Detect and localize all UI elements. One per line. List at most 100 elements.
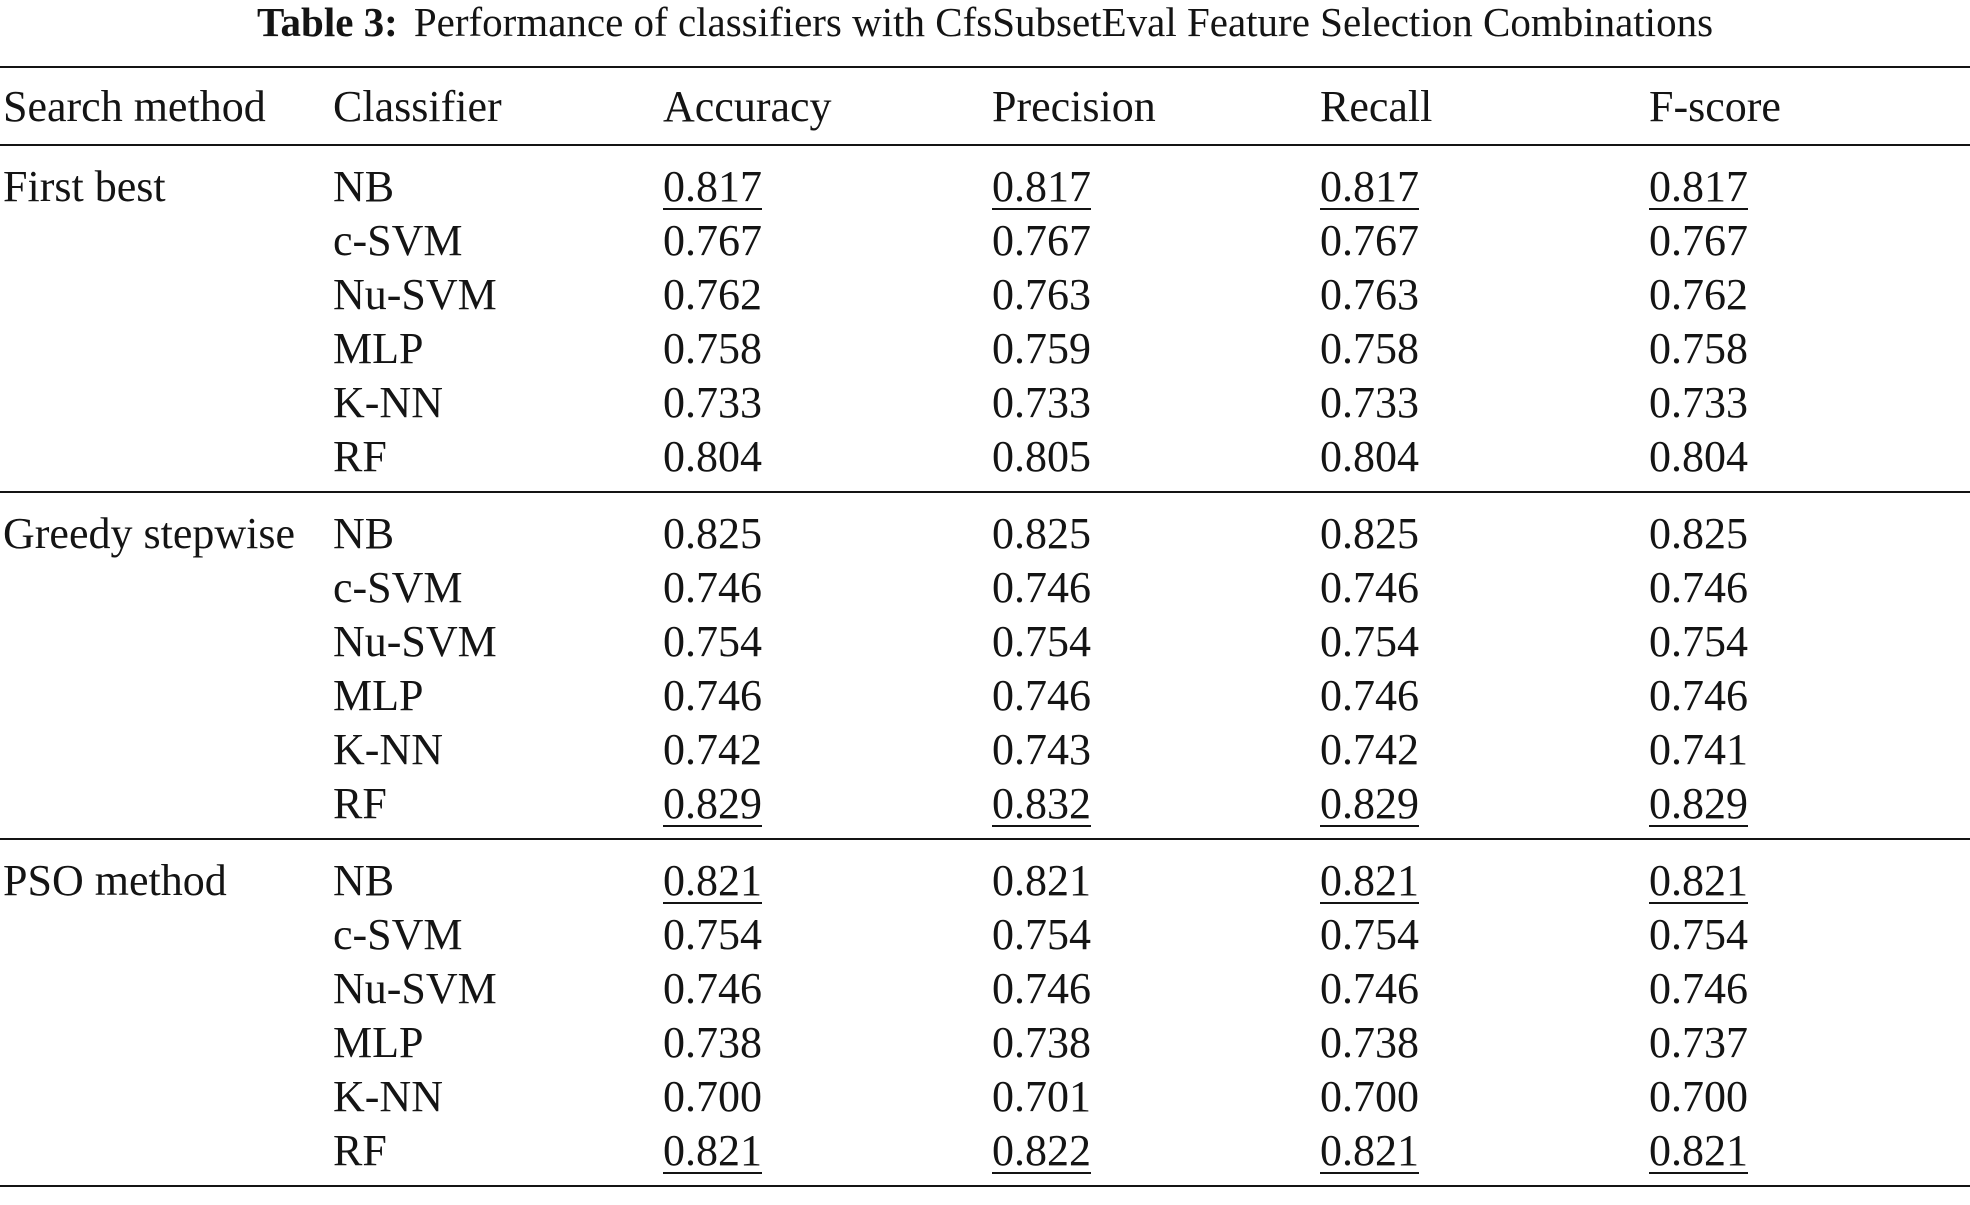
precision-cell: 0.754: [992, 908, 1320, 962]
fscore-value: 0.758: [1649, 324, 1748, 373]
accuracy-value: 0.767: [663, 216, 762, 265]
table-row: Nu-SVM 0.754 0.754 0.754 0.754: [0, 615, 1970, 669]
header-precision: Precision: [992, 81, 1156, 131]
accuracy-cell: 0.825: [663, 492, 992, 561]
recall-value: 0.829: [1320, 779, 1419, 828]
table-row: PSO method NB 0.821 0.821 0.821 0.821: [0, 839, 1970, 908]
recall-cell: 0.821: [1320, 1124, 1649, 1186]
precision-value: 0.817: [992, 162, 1091, 211]
precision-value: 0.767: [992, 216, 1091, 265]
precision-cell: 0.754: [992, 615, 1320, 669]
accuracy-cell: 0.754: [663, 615, 992, 669]
precision-cell: 0.738: [992, 1016, 1320, 1070]
fscore-value: 0.817: [1649, 162, 1748, 211]
table-row: First best NB 0.817 0.817 0.817 0.817: [0, 145, 1970, 214]
table-row: K-NN 0.742 0.743 0.742 0.741: [0, 723, 1970, 777]
recall-value: 0.746: [1320, 563, 1419, 612]
precision-cell: 0.763: [992, 268, 1320, 322]
precision-value: 0.759: [992, 324, 1091, 373]
recall-value: 0.746: [1320, 964, 1419, 1013]
recall-value: 0.733: [1320, 378, 1419, 427]
precision-cell: 0.746: [992, 962, 1320, 1016]
precision-cell: 0.805: [992, 430, 1320, 492]
table-row: c-SVM 0.754 0.754 0.754 0.754: [0, 908, 1970, 962]
recall-cell: 0.742: [1320, 723, 1649, 777]
fscore-cell: 0.700: [1649, 1070, 1970, 1124]
table-row: Nu-SVM 0.746 0.746 0.746 0.746: [0, 962, 1970, 1016]
header-search-method: Search method: [3, 81, 266, 131]
fscore-value: 0.741: [1649, 725, 1748, 774]
recall-value: 0.754: [1320, 617, 1419, 666]
precision-cell: 0.817: [992, 145, 1320, 214]
header-fscore: F-score: [1649, 81, 1781, 131]
precision-cell: 0.759: [992, 322, 1320, 376]
fscore-value: 0.746: [1649, 563, 1748, 612]
header-recall: Recall: [1320, 81, 1433, 131]
table-row: c-SVM 0.767 0.767 0.767 0.767: [0, 214, 1970, 268]
classifier-cell: K-NN: [333, 1072, 443, 1121]
accuracy-value: 0.825: [663, 509, 762, 558]
accuracy-cell: 0.754: [663, 908, 992, 962]
table-row: RF 0.829 0.832 0.829 0.829: [0, 777, 1970, 839]
precision-value: 0.738: [992, 1018, 1091, 1067]
recall-cell: 0.767: [1320, 214, 1649, 268]
accuracy-value: 0.754: [663, 910, 762, 959]
precision-value: 0.746: [992, 964, 1091, 1013]
classifier-cell: MLP: [333, 324, 424, 373]
precision-value: 0.825: [992, 509, 1091, 558]
precision-cell: 0.743: [992, 723, 1320, 777]
recall-cell: 0.746: [1320, 669, 1649, 723]
classifier-cell: c-SVM: [333, 910, 463, 959]
precision-cell: 0.832: [992, 777, 1320, 839]
recall-value: 0.804: [1320, 432, 1419, 481]
fscore-cell: 0.754: [1649, 615, 1970, 669]
recall-value: 0.746: [1320, 671, 1419, 720]
accuracy-value: 0.817: [663, 162, 762, 211]
caption-text: Performance of classifiers with CfsSubse…: [413, 0, 1714, 45]
accuracy-value: 0.758: [663, 324, 762, 373]
accuracy-cell: 0.746: [663, 962, 992, 1016]
fscore-cell: 0.804: [1649, 430, 1970, 492]
fscore-cell: 0.821: [1649, 839, 1970, 908]
accuracy-value: 0.821: [663, 1126, 762, 1175]
accuracy-value: 0.742: [663, 725, 762, 774]
classifier-cell: NB: [333, 856, 395, 905]
recall-value: 0.754: [1320, 910, 1419, 959]
accuracy-cell: 0.762: [663, 268, 992, 322]
precision-value: 0.832: [992, 779, 1091, 828]
recall-cell: 0.817: [1320, 145, 1649, 214]
table-header: Search method Classifier Accuracy Precis…: [0, 67, 1970, 145]
fscore-value: 0.754: [1649, 910, 1748, 959]
fscore-cell: 0.741: [1649, 723, 1970, 777]
accuracy-value: 0.700: [663, 1072, 762, 1121]
fscore-cell: 0.825: [1649, 492, 1970, 561]
recall-value: 0.821: [1320, 856, 1419, 905]
precision-cell: 0.733: [992, 376, 1320, 430]
fscore-cell: 0.737: [1649, 1016, 1970, 1070]
accuracy-value: 0.738: [663, 1018, 762, 1067]
precision-value: 0.701: [992, 1072, 1091, 1121]
classifier-cell: RF: [333, 432, 387, 481]
group-1: Greedy stepwise NB 0.825 0.825 0.825 0.825 c-S…: [0, 492, 1970, 839]
accuracy-cell: 0.738: [663, 1016, 992, 1070]
recall-cell: 0.829: [1320, 777, 1649, 839]
recall-cell: 0.825: [1320, 492, 1649, 561]
accuracy-cell: 0.767: [663, 214, 992, 268]
recall-value: 0.767: [1320, 216, 1419, 265]
precision-value: 0.754: [992, 617, 1091, 666]
classifier-cell: Nu-SVM: [333, 617, 497, 666]
accuracy-cell: 0.746: [663, 669, 992, 723]
caption-label: Table 3:: [256, 0, 398, 45]
precision-value: 0.733: [992, 378, 1091, 427]
classifier-cell: Nu-SVM: [333, 270, 497, 319]
precision-value: 0.754: [992, 910, 1091, 959]
table-row: RF 0.804 0.805 0.804 0.804: [0, 430, 1970, 492]
recall-value: 0.825: [1320, 509, 1419, 558]
table-row: K-NN 0.700 0.701 0.700 0.700: [0, 1070, 1970, 1124]
classifier-cell: MLP: [333, 671, 424, 720]
fscore-value: 0.700: [1649, 1072, 1748, 1121]
search-method-label: PSO method: [3, 856, 227, 905]
fscore-cell: 0.758: [1649, 322, 1970, 376]
fscore-value: 0.829: [1649, 779, 1748, 828]
